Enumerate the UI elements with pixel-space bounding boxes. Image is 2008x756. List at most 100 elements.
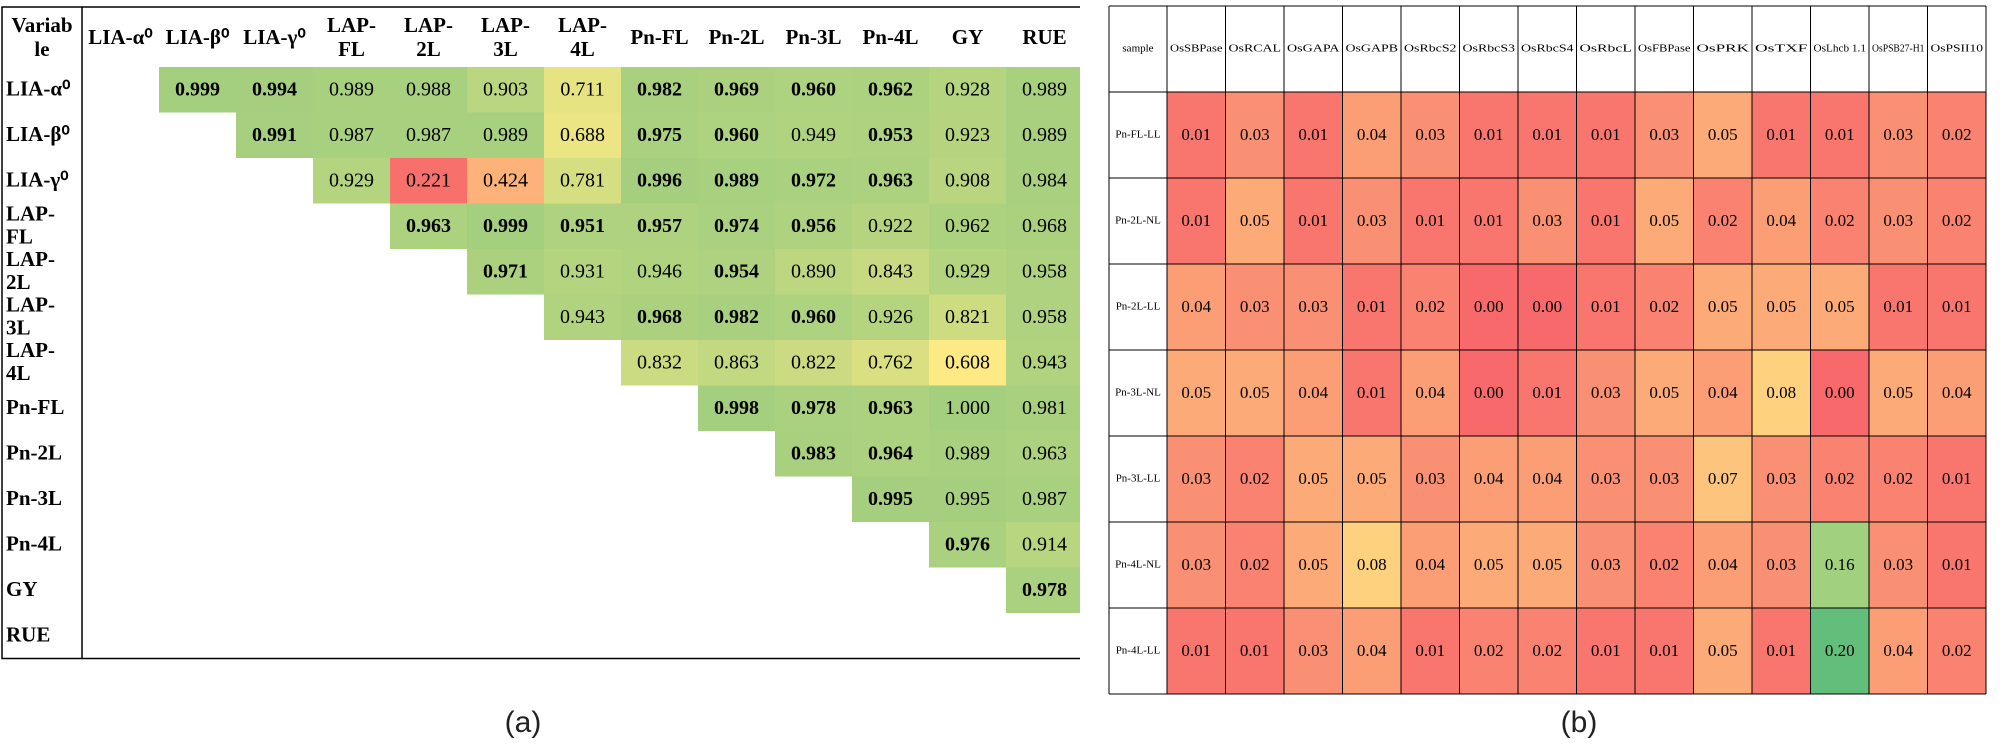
column-header: OsPRK <box>1697 43 1750 55</box>
heat-cell <box>929 203 1006 249</box>
heat-cell <box>929 522 1006 568</box>
cell-value: 0.975 <box>637 124 682 146</box>
heat-cell <box>390 203 467 249</box>
cell-value: 0.963 <box>868 397 913 419</box>
heat-cell <box>1927 264 1986 350</box>
cell-value: 0.03 <box>1240 125 1270 144</box>
heat-cell <box>1167 264 1226 350</box>
heat-cell <box>390 158 467 204</box>
cell-value: 0.03 <box>1240 297 1270 316</box>
column-header: RUE <box>1022 25 1066 49</box>
heat-cell <box>1927 92 1986 178</box>
heat-cell <box>698 67 775 113</box>
cell-value: 0.03 <box>1181 469 1211 488</box>
heat-cell <box>1006 567 1080 613</box>
heat-cell <box>236 67 313 113</box>
heat-cell <box>544 112 621 158</box>
heat-cell <box>467 158 544 204</box>
cell-value: 0.951 <box>560 215 605 237</box>
cell-value: 0.890 <box>791 260 836 282</box>
heat-cell <box>1810 436 1869 522</box>
cell-value: 0.960 <box>791 78 836 100</box>
expression-heatmap-b: 0.01 0.03 0.01 0.04 0.03 0.01 0.01 0.01 0.03 0.05… <box>1108 5 1987 695</box>
heat-cell <box>1342 178 1401 264</box>
cell-value: 0.02 <box>1649 555 1679 574</box>
row-header: Pn-2L-NL <box>1115 215 1161 227</box>
heat-cell <box>1284 350 1343 436</box>
heat-cell <box>621 340 698 386</box>
heat-cell <box>775 158 852 204</box>
cell-value: 0.995 <box>868 488 913 510</box>
cell-value: 0.03 <box>1181 555 1211 574</box>
cell-value: 0.969 <box>714 78 759 100</box>
heat-cell <box>1869 350 1928 436</box>
column-header: GY <box>952 25 984 49</box>
heat-cell <box>544 67 621 113</box>
cell-value: 0.03 <box>1591 383 1621 402</box>
heat-cell <box>1810 608 1869 694</box>
cell-value: 0.953 <box>868 124 913 146</box>
cell-value: 0.832 <box>637 351 682 373</box>
cell-value: 0.982 <box>637 78 682 100</box>
heat-cell <box>1927 522 1986 608</box>
heat-cell <box>1869 264 1928 350</box>
heat-cell <box>1225 436 1284 522</box>
column-header: Pn-4L <box>862 25 918 49</box>
cell-value: 0.963 <box>1022 442 1067 464</box>
cell-value: 0.04 <box>1298 383 1328 402</box>
heat-cell <box>1927 608 1986 694</box>
cell-value: 0.05 <box>1649 211 1679 230</box>
cell-value: 0.01 <box>1591 297 1621 316</box>
heat-cell <box>1752 92 1811 178</box>
heat-cell <box>1167 436 1226 522</box>
heat-cell <box>1576 522 1635 608</box>
heat-cell <box>1693 436 1752 522</box>
heat-cell <box>929 294 1006 340</box>
heat-cell <box>621 294 698 340</box>
heat-cell <box>698 203 775 249</box>
heat-cell <box>1284 92 1343 178</box>
correlation-heatmap-a: 0.999 0.994 0.989 0.988 0.903 0.711 0.982 0.969… <box>1 6 1080 660</box>
heat-cell <box>1459 92 1518 178</box>
heat-cell <box>313 112 390 158</box>
column-header: Pn-3L <box>785 25 841 49</box>
cell-value: 0.02 <box>1942 641 1972 660</box>
cell-value: 0.03 <box>1357 211 1387 230</box>
cell-value: 0.929 <box>329 169 374 191</box>
cell-value: 0.05 <box>1766 297 1796 316</box>
heat-cell <box>313 158 390 204</box>
cell-value: 0.01 <box>1766 125 1796 144</box>
heat-cell <box>852 158 929 204</box>
cell-value: 0.05 <box>1649 383 1679 402</box>
heat-cell <box>1576 178 1635 264</box>
heat-cell <box>1752 522 1811 608</box>
cell-value: 0.03 <box>1298 641 1328 660</box>
cell-value: 0.04 <box>1708 555 1738 574</box>
cell-value: 0.02 <box>1474 641 1504 660</box>
cell-value: 0.996 <box>637 169 682 191</box>
heat-cell <box>1401 178 1460 264</box>
cell-value: 0.822 <box>791 351 836 373</box>
cell-value: 0.981 <box>1022 397 1067 419</box>
heat-cell <box>544 249 621 295</box>
heat-cell <box>1459 264 1518 350</box>
cell-value: 0.01 <box>1298 211 1328 230</box>
column-header: LIA-γ⁰ <box>243 25 306 49</box>
heat-cell <box>775 249 852 295</box>
row-header: Pn-4L-NL <box>1115 559 1161 571</box>
heat-cell <box>621 158 698 204</box>
cell-value: 0.05 <box>1883 383 1913 402</box>
heat-cell <box>1576 264 1635 350</box>
cell-value: 0.03 <box>1649 125 1679 144</box>
heat-cell <box>1927 350 1986 436</box>
cell-value: 0.987 <box>329 124 374 146</box>
heat-cell <box>1869 522 1928 608</box>
heat-cell <box>1518 608 1577 694</box>
heat-cell <box>1225 92 1284 178</box>
cell-value: 0.03 <box>1766 469 1796 488</box>
column-header: LIA-α⁰ <box>88 25 153 49</box>
heat-cell <box>852 340 929 386</box>
cell-value: 0.05 <box>1708 641 1738 660</box>
column-header: OsLhcb 1.1 <box>1814 43 1867 55</box>
heat-cell <box>698 112 775 158</box>
